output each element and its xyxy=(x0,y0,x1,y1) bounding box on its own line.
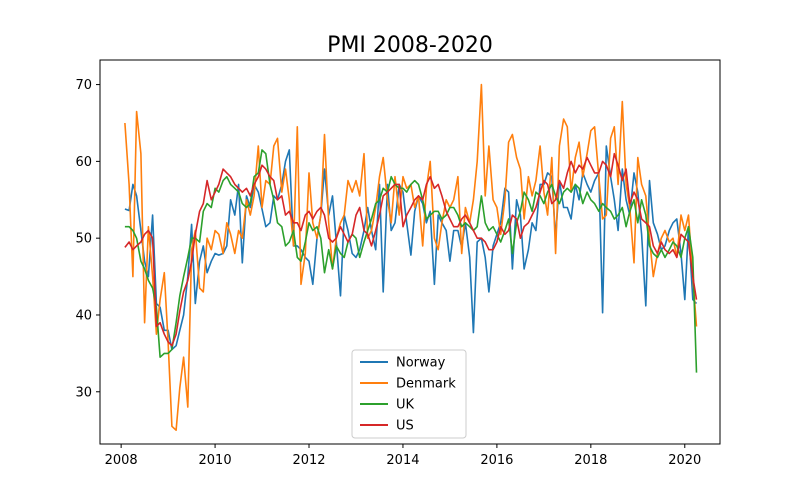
legend-label-us: US xyxy=(396,419,414,434)
series-line-us xyxy=(124,152,698,347)
legend-box xyxy=(351,349,467,439)
legend-label-norway: Norway xyxy=(396,356,446,371)
x-tick-label: 2016 xyxy=(480,453,513,468)
x-tick-label: 2020 xyxy=(668,453,701,468)
legend-label-denmark: Denmark xyxy=(396,377,456,392)
legend-label-uk: UK xyxy=(396,398,415,413)
legend: Norway Denmark UK US xyxy=(351,349,467,439)
x-tick-label: 2010 xyxy=(199,453,232,468)
series-line-uk xyxy=(124,149,698,373)
y-tick-label: 40 xyxy=(75,308,92,323)
x-axis: 2008 2010 2012 2014 2016 2018 2020 xyxy=(105,444,701,468)
x-tick-label: 2018 xyxy=(574,453,607,468)
y-tick-label: 70 xyxy=(75,78,92,93)
y-axis: 30 40 50 60 70 xyxy=(75,78,100,400)
y-tick-label: 50 xyxy=(75,232,92,247)
y-tick-label: 60 xyxy=(75,155,92,170)
x-tick-label: 2014 xyxy=(386,453,419,468)
series-line-norway xyxy=(124,145,698,351)
plot-area-frame xyxy=(99,59,721,445)
chart-title: PMI 2008-2020 xyxy=(327,33,493,58)
x-tick-label: 2008 xyxy=(105,453,138,468)
x-tick-label: 2012 xyxy=(292,453,325,468)
series-layer xyxy=(124,83,698,431)
y-tick-label: 30 xyxy=(75,385,92,400)
